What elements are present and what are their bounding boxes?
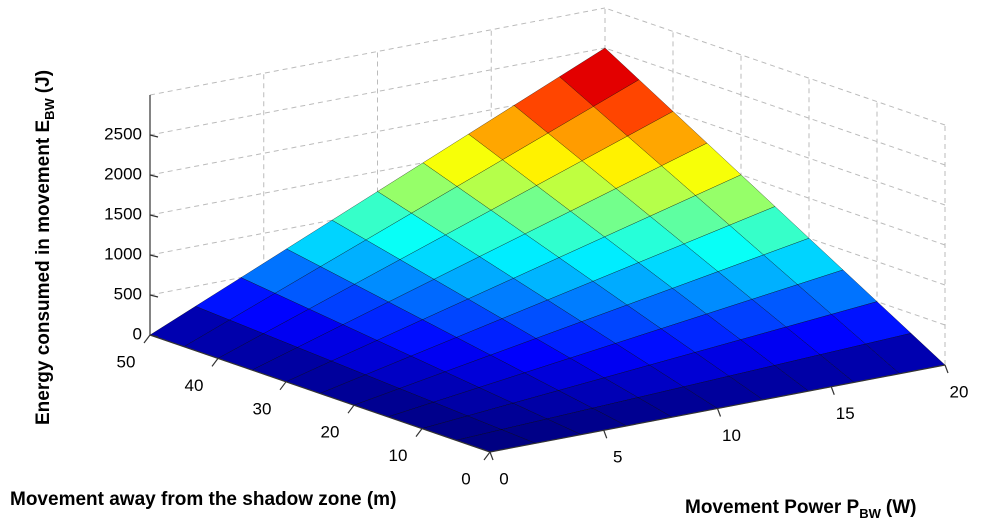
y-tick <box>347 404 355 414</box>
z-tick <box>149 334 159 338</box>
x-tick <box>944 364 949 374</box>
z-tick <box>149 214 159 218</box>
y-tick-label: 0 <box>461 469 470 488</box>
y-tick-label: 10 <box>389 446 408 465</box>
x-label-sub: BW <box>859 506 881 521</box>
grid-line <box>604 47 946 166</box>
x-tick <box>830 386 835 395</box>
z-tick-label: 2500 <box>104 124 142 143</box>
y-tick <box>415 428 423 437</box>
y-tick <box>279 381 287 391</box>
y-tick <box>211 358 219 367</box>
x-tick-label: 5 <box>613 448 622 467</box>
z-tick-label: 1500 <box>104 204 142 223</box>
y-axis-label: Movement away from the shadow zone (m) <box>10 489 396 510</box>
z-label-main: Energy consumed in movement E <box>33 120 54 425</box>
x-axis-label: Movement Power PBW (W) <box>685 497 916 521</box>
y-tick-label: 20 <box>321 423 340 442</box>
x-tick <box>716 408 722 417</box>
z-tick <box>149 134 159 138</box>
y-axis-line <box>149 334 491 453</box>
x-label-unit: (W) <box>886 497 917 518</box>
x-tick-label: 20 <box>950 382 969 401</box>
y-tick-label: 30 <box>253 399 272 418</box>
z-tick-label: 2000 <box>104 164 142 183</box>
z-tick <box>149 254 159 258</box>
z-tick-label: 1000 <box>104 244 142 263</box>
y-tick <box>483 451 491 461</box>
y-tick-label: 50 <box>117 352 136 371</box>
z-tick <box>149 174 159 178</box>
x-tick-label: 15 <box>836 404 855 423</box>
x-tick <box>603 430 608 439</box>
z-tick <box>149 294 159 298</box>
surface <box>149 47 946 453</box>
x-tick <box>489 451 494 461</box>
z-axis-label: Energy consumed in movement EBW (J) <box>33 70 57 425</box>
z-tick-label: 0 <box>133 324 142 343</box>
z-label-sub: BW <box>42 97 57 119</box>
y-tick <box>143 334 151 344</box>
z-tick-label: 500 <box>114 284 142 303</box>
x-tick-label: 0 <box>499 469 508 488</box>
z-label-unit: (J) <box>33 70 54 93</box>
y-tick-label: 40 <box>185 376 204 395</box>
x-label-main: Movement Power P <box>685 497 860 518</box>
box-edge <box>604 7 946 126</box>
x-tick-label: 10 <box>722 426 741 445</box>
